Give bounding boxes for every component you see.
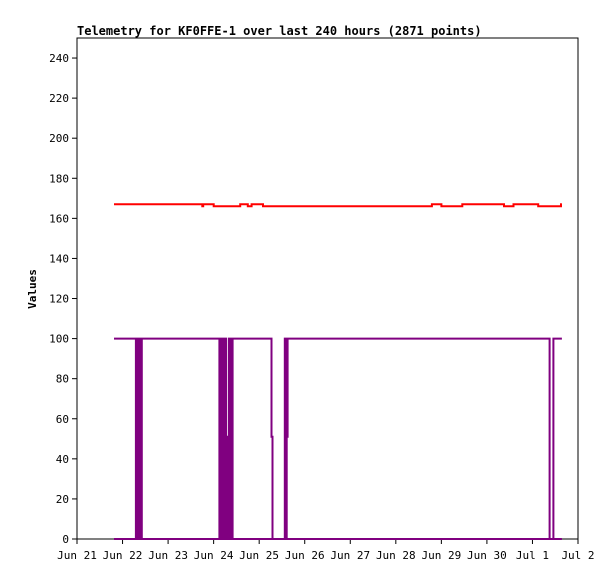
series-line-1 xyxy=(114,337,562,540)
y-tick-label: 20 xyxy=(56,493,69,506)
y-tick-label: 120 xyxy=(49,293,69,306)
y-tick-label: 240 xyxy=(49,52,69,65)
y-tick-label: 200 xyxy=(49,132,69,145)
y-axis: 0 20 40 60 80 100 120 140 160 180 200 220 240 xyxy=(49,52,77,546)
series-line-0 xyxy=(114,203,562,208)
series-layer xyxy=(114,203,562,540)
x-tick-label: Jul 1 xyxy=(516,549,549,562)
x-tick-label: Jun 27 xyxy=(330,549,370,562)
x-tick-label: Jul 2 xyxy=(561,549,594,562)
x-tick-label: Jun 25 xyxy=(239,549,279,562)
y-tick-label: 0 xyxy=(62,533,69,546)
y-tick-label: 140 xyxy=(49,252,69,265)
y-tick-label: 180 xyxy=(49,172,69,185)
x-tick-label: Jun 29 xyxy=(421,549,461,562)
x-tick-label: Jun 23 xyxy=(148,549,188,562)
x-tick-label: Jun 21 xyxy=(57,549,97,562)
y-axis-label: Values xyxy=(26,269,39,309)
y-tick-label: 100 xyxy=(49,333,69,346)
x-tick-label: Jun 30 xyxy=(467,549,507,562)
x-tick-label: Jun 24 xyxy=(194,549,234,562)
x-axis: Jun 21 Jun 22 Jun 23 Jun 24 Jun 25 Jun 26 Jun … xyxy=(57,539,595,562)
chart-title: Telemetry for KF0FFE-1 over last 240 hou… xyxy=(77,24,482,38)
y-tick-label: 40 xyxy=(56,453,69,466)
plot-frame xyxy=(76,37,579,540)
x-tick-label: Jun 28 xyxy=(376,549,416,562)
y-tick-label: 160 xyxy=(49,212,69,225)
y-tick-label: 80 xyxy=(56,373,69,386)
y-tick-label: 60 xyxy=(56,413,69,426)
x-tick-label: Jun 22 xyxy=(103,549,143,562)
y-tick-label: 220 xyxy=(49,92,69,105)
x-tick-label: Jun 26 xyxy=(285,549,325,562)
